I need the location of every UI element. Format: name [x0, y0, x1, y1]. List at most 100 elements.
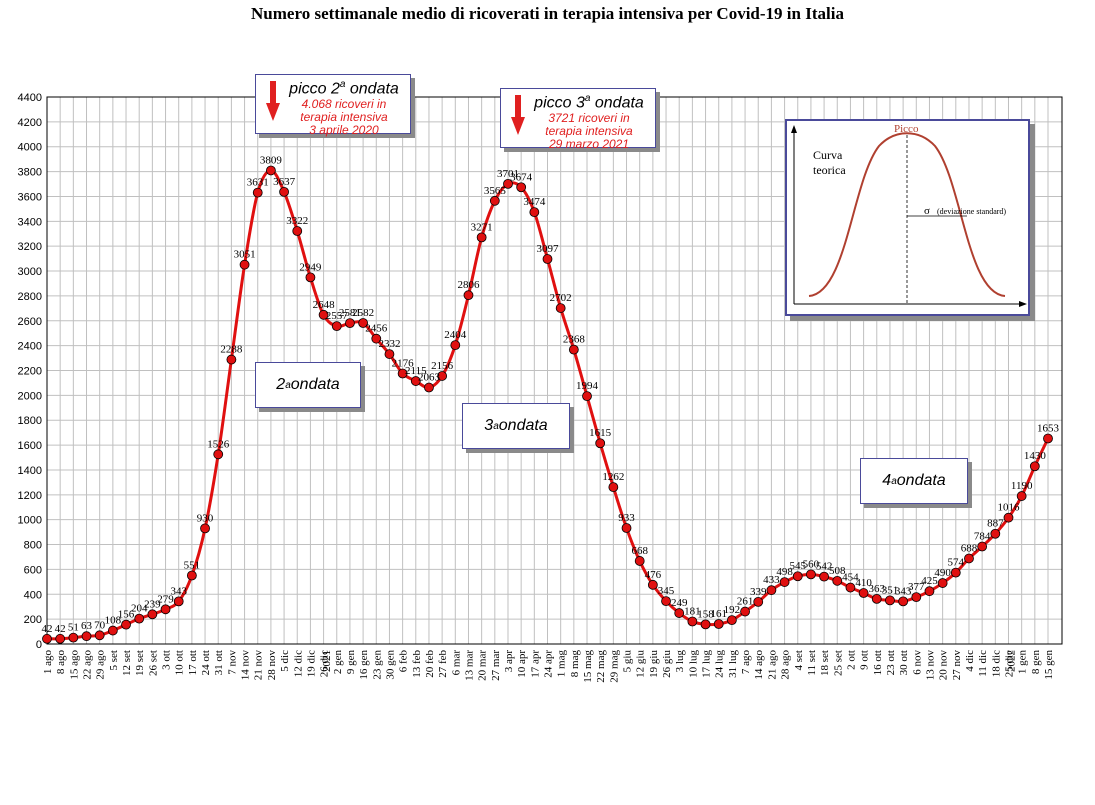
data-point: [42, 633, 52, 644]
data-label: 156: [118, 609, 135, 621]
data-label: 42: [55, 623, 66, 635]
data-label: 542: [816, 561, 833, 573]
peak-3-line-1: 3721 ricoveri in: [548, 111, 630, 126]
data-label: 2806: [457, 279, 480, 291]
data-point: [55, 633, 66, 644]
x-tick-label: 23 gen: [371, 650, 383, 680]
data-label: 2404: [444, 329, 467, 341]
x-tick-label: 23 ott: [885, 650, 897, 675]
data-point: [397, 368, 408, 379]
y-tick-label: 200: [24, 614, 42, 626]
data-point: [977, 541, 988, 552]
data-label: 3674: [510, 171, 533, 183]
sigma-label: (deviazione standard): [937, 207, 1006, 216]
data-label: 3565: [484, 185, 507, 197]
data-label: 551: [184, 560, 201, 572]
data-label: 784: [974, 531, 991, 543]
data-label: 433: [763, 574, 780, 586]
x-tick-label: 24 ott: [200, 650, 212, 675]
data-point: [1043, 433, 1053, 444]
y-tick-label: 2600: [18, 316, 42, 328]
x-tick-label: 30 ott: [898, 650, 910, 675]
data-label: 2156: [431, 360, 454, 372]
data-point: [885, 595, 895, 606]
y-tick-label: 4200: [18, 117, 42, 129]
data-label: 410: [855, 577, 872, 589]
x-tick-label: 11 dic: [977, 650, 989, 677]
x-tick-label: 27 mar: [490, 650, 502, 681]
y-tick-label: 1800: [18, 415, 42, 427]
data-point: [424, 382, 434, 393]
data-label: 476: [645, 569, 662, 581]
data-label: 339: [750, 586, 767, 598]
x-tick-label: 25 dic: [1003, 650, 1015, 677]
data-point: [595, 438, 606, 449]
y-tick-label: 1400: [18, 465, 42, 477]
x-tick-label: 22 mag: [595, 650, 607, 683]
y-tick-label: 3600: [18, 191, 42, 203]
data-point: [871, 593, 882, 604]
data-label: 2702: [550, 292, 572, 304]
data-label: 933: [618, 512, 635, 524]
data-label: 42: [42, 623, 53, 635]
data-point: [819, 571, 829, 582]
peak-2-title: picco 2a ondata: [289, 79, 399, 98]
data-label: 3322: [286, 215, 308, 227]
data-point: [318, 309, 329, 320]
data-point: [200, 523, 210, 534]
data-label: 498: [776, 566, 793, 578]
y-tick-label: 1600: [18, 440, 42, 452]
data-label: 279: [157, 593, 174, 605]
data-label: 343: [170, 585, 187, 597]
data-label: 1016: [997, 502, 1020, 514]
data-label: 1994: [576, 380, 599, 392]
data-point: [252, 187, 263, 198]
x-tick-label: 8 gen: [1030, 650, 1042, 675]
data-point: [134, 613, 145, 624]
data-point: [740, 606, 750, 617]
data-label: 2557: [326, 310, 349, 322]
peak-2-line-3: 3 aprile 2020: [309, 123, 379, 138]
x-tick-label: 9 ott: [859, 650, 871, 670]
y-tick-label: 4000: [18, 142, 42, 154]
x-tick-label: 17 apr: [529, 650, 541, 678]
x-tick-label: 2 ott: [845, 650, 857, 670]
peak-3-line-3: 29 marzo 2021: [548, 137, 630, 152]
data-point: [81, 631, 92, 642]
x-tick-label: 26 giu: [661, 650, 673, 678]
data-label: 574: [948, 557, 965, 569]
x-tick-label: 29 mag: [608, 650, 620, 683]
data-point: [555, 303, 566, 313]
inset-x-arrow-icon: [1019, 301, 1027, 307]
data-point: [937, 578, 948, 588]
x-tick-label: 26 dic: [319, 650, 331, 677]
data-label: 3474: [523, 196, 546, 208]
chart-title: Numero settimanale medio di ricoverati i…: [251, 4, 844, 23]
x-tick-label: 10 apr: [516, 650, 528, 678]
data-point: [516, 182, 527, 193]
x-tick-label: 19 set: [134, 650, 146, 676]
x-tick-label: 21 ago: [766, 650, 778, 680]
data-point: [858, 588, 869, 598]
data-label: 3809: [260, 154, 283, 166]
x-tick-year-label: 2022: [1006, 650, 1018, 672]
x-tick-label: 3 lug: [674, 650, 686, 673]
inset-curve-label-2: teorica: [813, 163, 846, 177]
data-point: [845, 582, 856, 593]
data-point: [726, 615, 737, 626]
data-point: [674, 608, 685, 618]
data-label: 204: [131, 603, 148, 615]
data-label: 1653: [1037, 423, 1060, 435]
data-point: [292, 226, 303, 236]
x-tick-label: 8 ago: [55, 650, 67, 675]
data-point: [964, 553, 974, 564]
data-point: [1029, 461, 1040, 472]
inset-peak-label: Picco: [894, 123, 919, 135]
data-point: [568, 344, 579, 355]
peak-3-callout: picco 3a ondata 3721 ricoveri in terapia…: [500, 88, 656, 152]
data-point: [147, 609, 158, 620]
x-tick-label: 5 giu: [622, 650, 634, 673]
x-tick-label: 14 nov: [240, 650, 252, 681]
